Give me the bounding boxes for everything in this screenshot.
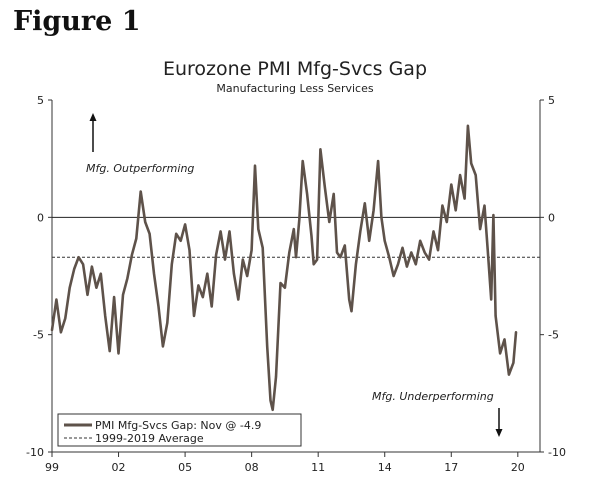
x-tick-label: 05 xyxy=(178,461,192,474)
down-arrowhead-icon xyxy=(495,429,503,437)
y-tick-label-right: 5 xyxy=(548,94,555,107)
y-tick-label-left: 0 xyxy=(37,211,44,224)
legend-box xyxy=(57,413,302,447)
x-tick-label: 20 xyxy=(511,461,525,474)
x-tick-label: 02 xyxy=(112,461,126,474)
axes xyxy=(48,99,544,457)
legend-average-label: 1999-2019 Average xyxy=(95,432,204,445)
plot-lines xyxy=(50,124,540,412)
series-line-pmi-gap xyxy=(50,124,518,412)
figure-label: Figure 1 xyxy=(13,6,141,37)
legend: PMI Mfg-Svcs Gap: Nov @ -4.9 1999-2019 A… xyxy=(57,413,302,447)
y-tick-label-left: -10 xyxy=(26,446,44,459)
legend-series-label: PMI Mfg-Svcs Gap: Nov @ -4.9 xyxy=(95,419,261,432)
up-arrowhead-icon xyxy=(89,113,97,121)
annotation-outperforming: Mfg. Outperforming xyxy=(86,162,194,175)
x-tick-label: 11 xyxy=(311,461,325,474)
chart-subtitle: Manufacturing Less Services xyxy=(216,82,373,95)
y-tick-label-left: -5 xyxy=(33,329,44,342)
y-tick-label-right: -5 xyxy=(548,329,559,342)
x-tick-label: 99 xyxy=(45,461,59,474)
annotation-underperforming: Mfg. Underperforming xyxy=(372,390,494,403)
chart-title: Eurozone PMI Mfg-Svcs Gap xyxy=(163,58,427,80)
y-tick-label-right: -10 xyxy=(548,446,566,459)
x-tick-label: 08 xyxy=(245,461,259,474)
y-tick-label-right: 0 xyxy=(548,211,555,224)
x-tick-label: 17 xyxy=(444,461,458,474)
y-tick-label-left: 5 xyxy=(37,94,44,107)
x-tick-label: 14 xyxy=(378,461,392,474)
